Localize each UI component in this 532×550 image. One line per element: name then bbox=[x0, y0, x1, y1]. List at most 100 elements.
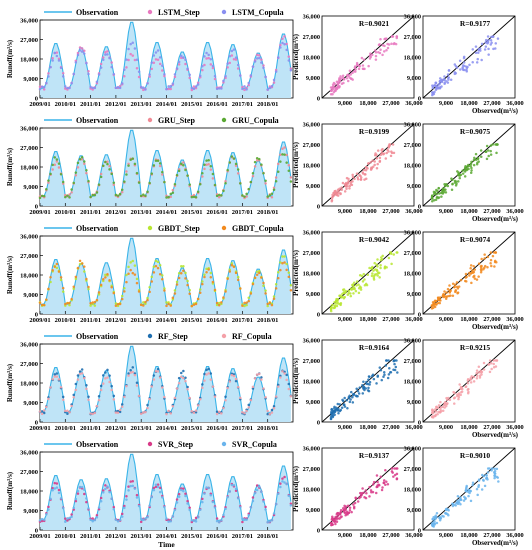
scatter-x-tick-label: 36,000 bbox=[405, 532, 422, 539]
scatter-point bbox=[376, 149, 380, 152]
scatter-point bbox=[482, 268, 485, 271]
scatter-point bbox=[336, 188, 340, 191]
scatter-point bbox=[343, 396, 346, 400]
scatter-point bbox=[331, 523, 334, 526]
copula-point-lstm bbox=[66, 86, 69, 90]
runoff-axis-label: Runoff(m³/s) bbox=[6, 255, 14, 294]
step-point-svr bbox=[177, 492, 181, 496]
scatter-y-tick-label: 36,000 bbox=[404, 14, 421, 21]
step-point-svr bbox=[175, 498, 179, 501]
scatter-point bbox=[432, 301, 436, 304]
scatter-y-tick-label: 9,000 bbox=[306, 75, 320, 82]
scatter-point bbox=[381, 486, 384, 489]
step-point-gru bbox=[182, 161, 185, 164]
scatter-point bbox=[467, 167, 470, 171]
scatter-point bbox=[472, 265, 475, 268]
step-point-gbdt bbox=[97, 293, 101, 296]
scatter-point bbox=[459, 503, 462, 506]
copula-point-gbdt bbox=[184, 277, 187, 280]
copula-point-rf bbox=[104, 377, 107, 380]
copula-point-gru bbox=[180, 162, 183, 165]
copula-point-gru bbox=[83, 160, 86, 163]
copula-point-lstm bbox=[239, 74, 242, 77]
scatter-point bbox=[383, 266, 387, 269]
step-point-gru bbox=[106, 160, 109, 164]
step-point-gru bbox=[112, 183, 116, 186]
scatter-point bbox=[339, 508, 343, 512]
scatter-point bbox=[378, 366, 382, 369]
scatter-point bbox=[340, 406, 344, 409]
scatter-point bbox=[339, 294, 342, 297]
copula-point-gbdt bbox=[99, 283, 103, 287]
step-point-lstm bbox=[99, 62, 103, 66]
scatter-point bbox=[333, 520, 336, 523]
scatter-x-tick-label: 27,000 bbox=[483, 316, 500, 323]
scatter-point bbox=[379, 258, 383, 262]
scatter-point bbox=[389, 251, 393, 254]
step-point-rf bbox=[42, 411, 46, 415]
step-point-gbdt bbox=[127, 265, 130, 269]
copula-point-lstm bbox=[89, 85, 92, 89]
scatter-point bbox=[379, 37, 382, 41]
scatter-point bbox=[368, 380, 372, 384]
scatter-point bbox=[388, 144, 391, 148]
scatter-point bbox=[467, 488, 470, 492]
scatter-y-tick-label: 27,000 bbox=[404, 250, 421, 257]
step-point-gbdt bbox=[49, 280, 52, 284]
scatter-point bbox=[356, 176, 359, 179]
scatter-point bbox=[357, 67, 361, 71]
scatter-point bbox=[494, 42, 498, 45]
copula-point-lstm bbox=[175, 67, 179, 70]
legend-observation-label: Observation bbox=[76, 332, 119, 341]
copula-point-svr bbox=[59, 497, 63, 500]
scatter-point bbox=[373, 261, 376, 265]
step-point-rf bbox=[76, 374, 80, 377]
scatter-point bbox=[331, 515, 334, 518]
copula-point-gbdt bbox=[146, 298, 149, 302]
scatter-frame bbox=[321, 123, 415, 207]
scatter-point bbox=[362, 58, 366, 61]
step-point-lstm bbox=[224, 76, 227, 80]
step-point-gru bbox=[253, 165, 257, 168]
step-point-lstm bbox=[51, 56, 54, 60]
copula-point-svr bbox=[40, 517, 44, 521]
x-tick-label: 2018/01 bbox=[257, 425, 278, 432]
scatter-point bbox=[367, 162, 370, 165]
copula-point-svr bbox=[61, 506, 65, 510]
step-point-lstm bbox=[158, 62, 162, 66]
copula-point-lstm bbox=[110, 65, 113, 69]
copula-point-gbdt bbox=[226, 277, 229, 280]
step-point-svr bbox=[188, 506, 191, 509]
copula-point-svr bbox=[281, 480, 284, 483]
scatter-point bbox=[487, 53, 490, 56]
copula-point-gru bbox=[249, 180, 253, 184]
y-tick-label: 0 bbox=[35, 528, 38, 535]
copula-point-rf bbox=[59, 385, 63, 389]
scatter-point bbox=[446, 512, 449, 516]
x-tick-label: 2010/01 bbox=[55, 209, 76, 216]
scatter-point bbox=[351, 175, 355, 179]
scatter-point bbox=[369, 160, 373, 164]
copula-point-lstm bbox=[236, 63, 240, 67]
copula-point-rf bbox=[180, 375, 183, 379]
legend-step-swatch bbox=[147, 117, 153, 123]
r-value-label: R=0.9074 bbox=[460, 235, 491, 244]
scatter-point bbox=[484, 38, 488, 42]
copula-point-lstm bbox=[118, 86, 122, 90]
y-tick-label: 0 bbox=[35, 420, 38, 427]
scatter-point bbox=[366, 382, 370, 386]
step-point-gru bbox=[224, 180, 227, 183]
copula-point-rf bbox=[224, 398, 227, 402]
copula-point-gru bbox=[66, 194, 69, 197]
copula-point-rf bbox=[110, 388, 113, 392]
x-tick-label: 2013/01 bbox=[131, 209, 152, 216]
copula-point-lstm bbox=[104, 53, 107, 56]
copula-point-lstm bbox=[186, 67, 189, 70]
scatter-y-tick-label: 0 bbox=[317, 420, 320, 427]
step-point-gru bbox=[281, 147, 284, 150]
copula-point-rf bbox=[49, 386, 52, 389]
y-tick-label: 18,000 bbox=[20, 273, 38, 280]
copula-point-gru bbox=[270, 192, 274, 195]
scatter-point bbox=[368, 375, 371, 378]
y-tick-label: 9,000 bbox=[23, 292, 38, 299]
